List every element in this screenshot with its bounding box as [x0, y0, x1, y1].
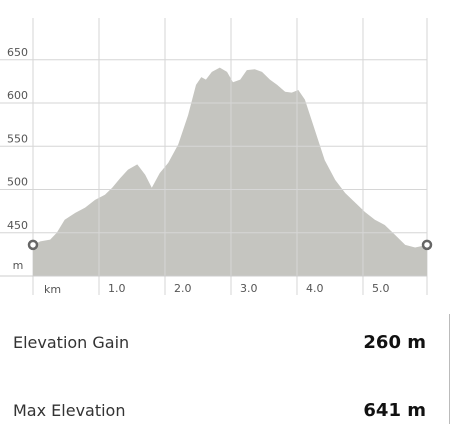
- stat-value: 641 m: [363, 400, 426, 421]
- x-tick-label: 2.0: [174, 282, 192, 295]
- x-tick-label: 5.0: [372, 282, 390, 295]
- stat-row: Elevation Gain 260 m: [13, 332, 426, 353]
- chart: m km 450 500 550 600 650 1.0 2.0 3.0 4.0 5.0: [0, 18, 433, 296]
- y-tick-label: 550: [7, 132, 28, 145]
- stat-row: Max Elevation 641 m: [13, 400, 426, 421]
- y-tick-label: 650: [7, 46, 28, 59]
- y-tick-label: 600: [7, 89, 28, 102]
- stat-label: Max Elevation: [13, 401, 126, 420]
- x-axis-label: km: [44, 283, 61, 296]
- elevation-area: [33, 67, 427, 276]
- stat-value: 260 m: [363, 332, 426, 353]
- y-tick-label: 500: [7, 176, 28, 189]
- y-tick-label: 450: [7, 219, 28, 232]
- x-tick-label: 1.0: [108, 282, 126, 295]
- endpoint-marker: [421, 239, 433, 251]
- x-tick-label: 4.0: [306, 282, 324, 295]
- stat-label: Elevation Gain: [13, 333, 130, 352]
- endpoint-marker: [27, 239, 39, 251]
- x-tick-label: 3.0: [240, 282, 257, 295]
- divider: [449, 314, 450, 424]
- y-axis-label: m: [13, 259, 24, 272]
